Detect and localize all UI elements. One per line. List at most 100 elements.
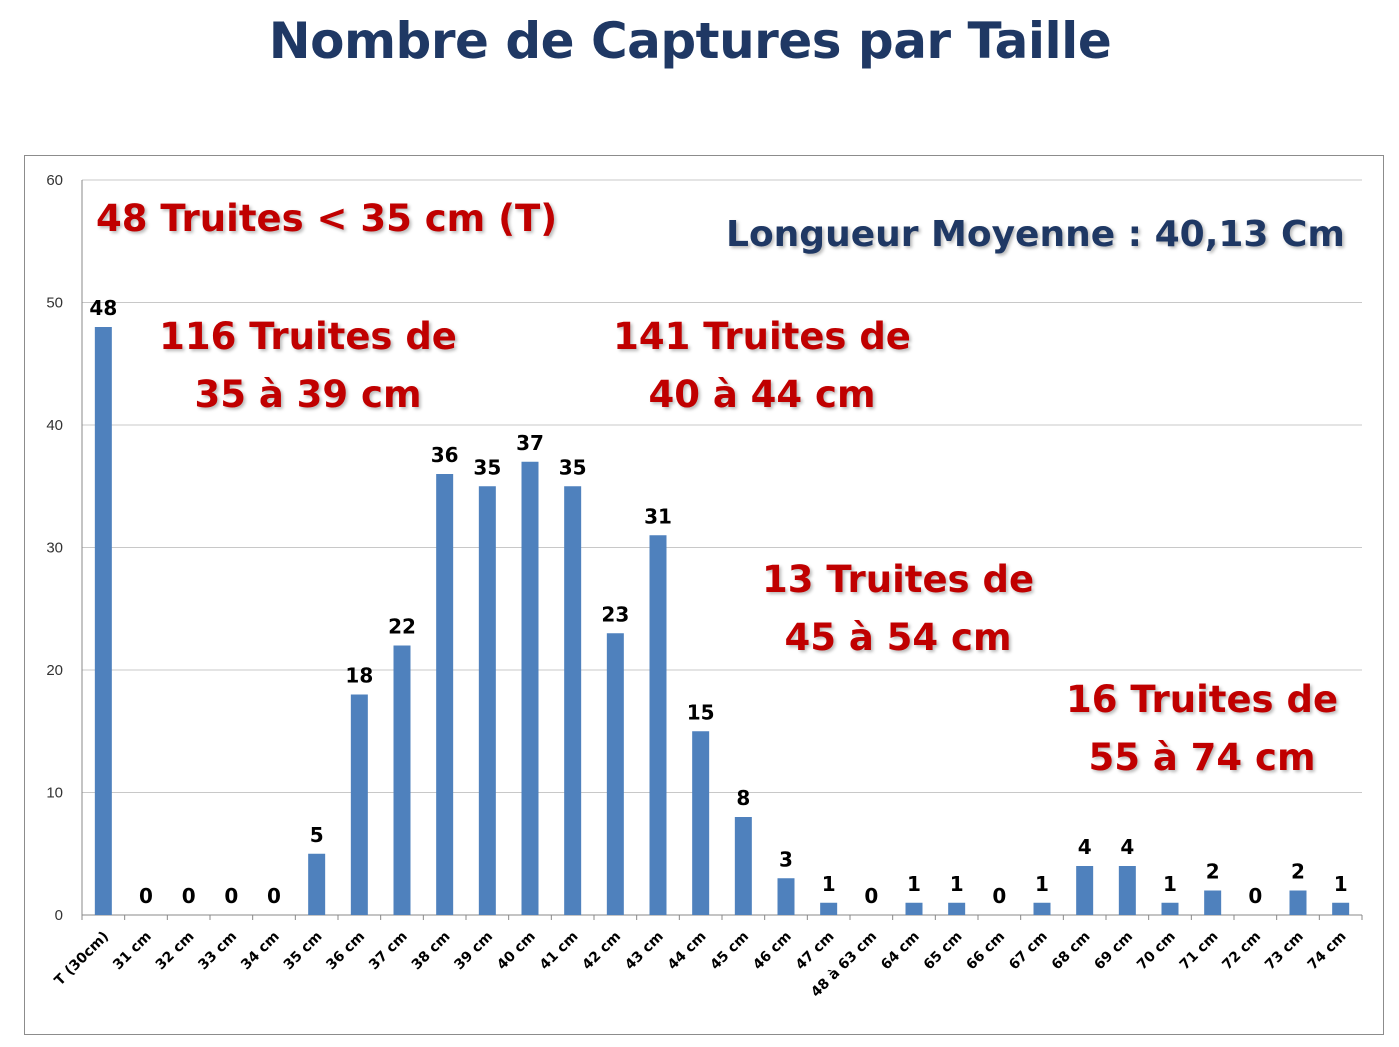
data-label: 0	[139, 884, 153, 908]
annotation-mean-length-text: Longueur Moyenne : 40,13 Cm	[726, 214, 1345, 255]
bar	[478, 486, 496, 915]
data-label: 3	[779, 847, 793, 871]
data-label: 37	[516, 431, 544, 455]
x-tick-label: 44 cm	[665, 929, 710, 974]
data-label: 0	[1248, 884, 1262, 908]
annotation-small-trout: 48 Truites < 35 cm (T)	[96, 190, 557, 248]
annotation-55-74-line2: 55 à 74 cm	[1088, 736, 1316, 779]
data-label: 0	[267, 884, 281, 908]
annotation-mean-length: Longueur Moyenne : 40,13 Cm	[726, 206, 1345, 264]
bar	[1076, 866, 1094, 915]
data-label: 18	[345, 664, 373, 688]
bar	[777, 878, 795, 915]
x-tick-label: 45 cm	[707, 929, 752, 974]
annotation-35-39: 116 Truites de 35 à 39 cm	[158, 308, 458, 424]
data-label: 36	[431, 443, 459, 467]
y-tick-label: 40	[46, 417, 63, 434]
annotation-40-44-line2: 40 à 44 cm	[648, 373, 876, 416]
x-tick-label: T (30cm)	[52, 929, 113, 990]
bar	[1289, 890, 1307, 915]
bar	[905, 902, 923, 915]
x-tick-label: 43 cm	[622, 929, 667, 974]
x-tick-label: 70 cm	[1134, 929, 1179, 974]
x-tick-label: 64 cm	[878, 929, 923, 974]
data-label: 0	[992, 884, 1006, 908]
x-tick-label: 68 cm	[1049, 929, 1094, 974]
x-tick-label: 34 cm	[238, 929, 283, 974]
bar	[606, 633, 624, 915]
data-label: 0	[864, 884, 878, 908]
bar	[1204, 890, 1222, 915]
data-label: 23	[601, 602, 629, 626]
annotation-35-39-line2: 35 à 39 cm	[194, 373, 422, 416]
y-tick-label: 30	[46, 540, 63, 557]
data-label: 35	[559, 455, 587, 479]
data-label: 1	[950, 872, 964, 896]
data-label: 1	[907, 872, 921, 896]
bars	[94, 327, 1350, 915]
data-label: 0	[182, 884, 196, 908]
x-tick-label: 42 cm	[579, 929, 624, 974]
y-tick-label: 60	[46, 172, 63, 189]
data-label: 5	[310, 823, 324, 847]
bar	[692, 731, 710, 915]
x-tick-label: 41 cm	[537, 929, 582, 974]
x-tick-label: 35 cm	[281, 929, 326, 974]
x-tick-label: 74 cm	[1305, 929, 1350, 974]
bar	[350, 694, 368, 915]
bar	[1161, 902, 1179, 915]
data-label: 2	[1206, 860, 1220, 884]
x-tick-label: 38 cm	[409, 929, 454, 974]
annotation-45-54-line1: 13 Truites de	[761, 558, 1035, 601]
data-label: 15	[687, 700, 715, 724]
data-label: 48	[89, 296, 117, 320]
bar	[1033, 902, 1051, 915]
bar	[1332, 902, 1350, 915]
bar	[734, 817, 752, 915]
x-tick-label: 67 cm	[1006, 929, 1051, 974]
data-label: 1	[1035, 872, 1049, 896]
y-tick-label: 50	[46, 295, 63, 312]
annotation-40-44-line1: 141 Truites de	[613, 315, 911, 358]
bar	[1118, 866, 1136, 915]
x-tick-label: 36 cm	[323, 929, 368, 974]
annotation-45-54-line2: 45 à 54 cm	[784, 616, 1012, 659]
x-tick-label: 73 cm	[1262, 929, 1307, 974]
data-label: 1	[822, 872, 836, 896]
y-tick-label: 10	[46, 785, 63, 802]
x-tick-label: 40 cm	[494, 929, 539, 974]
x-tick-label: 69 cm	[1091, 929, 1136, 974]
bar	[436, 474, 454, 915]
y-axis-ticks: 0 10 20 30 40 50 60	[46, 172, 63, 924]
bar	[948, 902, 966, 915]
annotation-40-44: 141 Truites de 40 à 44 cm	[612, 308, 912, 424]
bar	[649, 535, 667, 915]
data-label: 4	[1120, 835, 1134, 859]
data-label: 31	[644, 504, 672, 528]
annotation-55-74-line1: 16 Truites de	[1065, 678, 1339, 721]
x-tick-label: 66 cm	[963, 929, 1008, 974]
bar	[564, 486, 582, 915]
x-tick-label: 72 cm	[1219, 929, 1264, 974]
bar	[521, 461, 539, 915]
x-tick-label: 31 cm	[110, 929, 155, 974]
annotation-55-74: 16 Truites de 55 à 74 cm	[1062, 671, 1342, 787]
x-tick-label: 33 cm	[195, 929, 240, 974]
gridlines	[81, 179, 1362, 916]
x-tick-label: 32 cm	[153, 929, 198, 974]
x-tick-label: 39 cm	[451, 929, 496, 974]
data-label: 8	[736, 786, 750, 810]
bar	[308, 853, 326, 915]
data-label: 1	[1163, 872, 1177, 896]
x-tick-label: 71 cm	[1177, 929, 1222, 974]
annotation-35-39-line1: 116 Truites de	[159, 315, 457, 358]
data-label: 0	[224, 884, 238, 908]
annotation-small-trout-text: 48 Truites < 35 cm (T)	[96, 197, 558, 240]
data-label: 22	[388, 615, 416, 639]
data-label: 4	[1078, 835, 1092, 859]
data-label: 35	[473, 455, 501, 479]
data-label: 2	[1291, 860, 1305, 884]
